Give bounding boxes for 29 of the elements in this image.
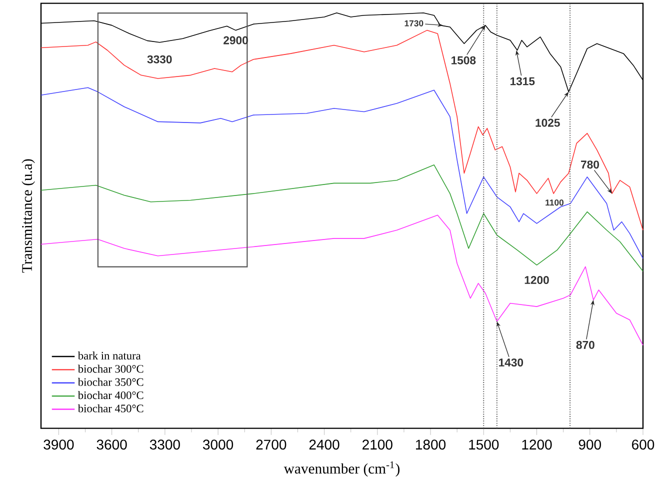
x-tick-label: 1500	[469, 440, 499, 450]
x-tick-label: 3000	[203, 440, 234, 450]
y-axis-title: Transmittance (u.a)	[22, 159, 35, 273]
annotation: 870	[576, 340, 594, 349]
annotation: 1730	[404, 20, 424, 26]
annotation: 780	[581, 160, 599, 169]
x-tick-label: 2700	[256, 440, 286, 450]
x-tick-label: 3600	[96, 440, 127, 450]
annotation: 3330	[147, 55, 172, 64]
x-tick-label: 1200	[522, 440, 552, 450]
x-tick-label: 900	[578, 440, 601, 450]
legend-label: biochar 400°C	[78, 391, 144, 400]
x-tick-label: 2400	[309, 440, 340, 450]
annotation: 1200	[524, 276, 549, 284]
annotation: 1100	[546, 200, 564, 206]
legend-label: biochar 350°C	[78, 378, 144, 386]
x-tick-label: 2100	[362, 440, 392, 450]
x-tick-label: 1800	[416, 440, 446, 450]
legend-label: bark in natura	[78, 352, 141, 360]
legend-label: biochar 450°C	[78, 404, 144, 412]
x-axis-title: wavenumber (cm$^{-1}$)	[284, 461, 400, 477]
annotation: 1508	[452, 56, 476, 64]
legend-label: biochar 300°C	[78, 364, 144, 373]
x-tick-label: 3300	[150, 440, 180, 450]
x-tick-label: 600	[632, 440, 654, 450]
annotation: 1430	[499, 358, 524, 367]
annotation: 1025	[536, 118, 560, 127]
annotation: 1315	[510, 77, 535, 86]
x-tick-label: 3900	[44, 440, 74, 450]
